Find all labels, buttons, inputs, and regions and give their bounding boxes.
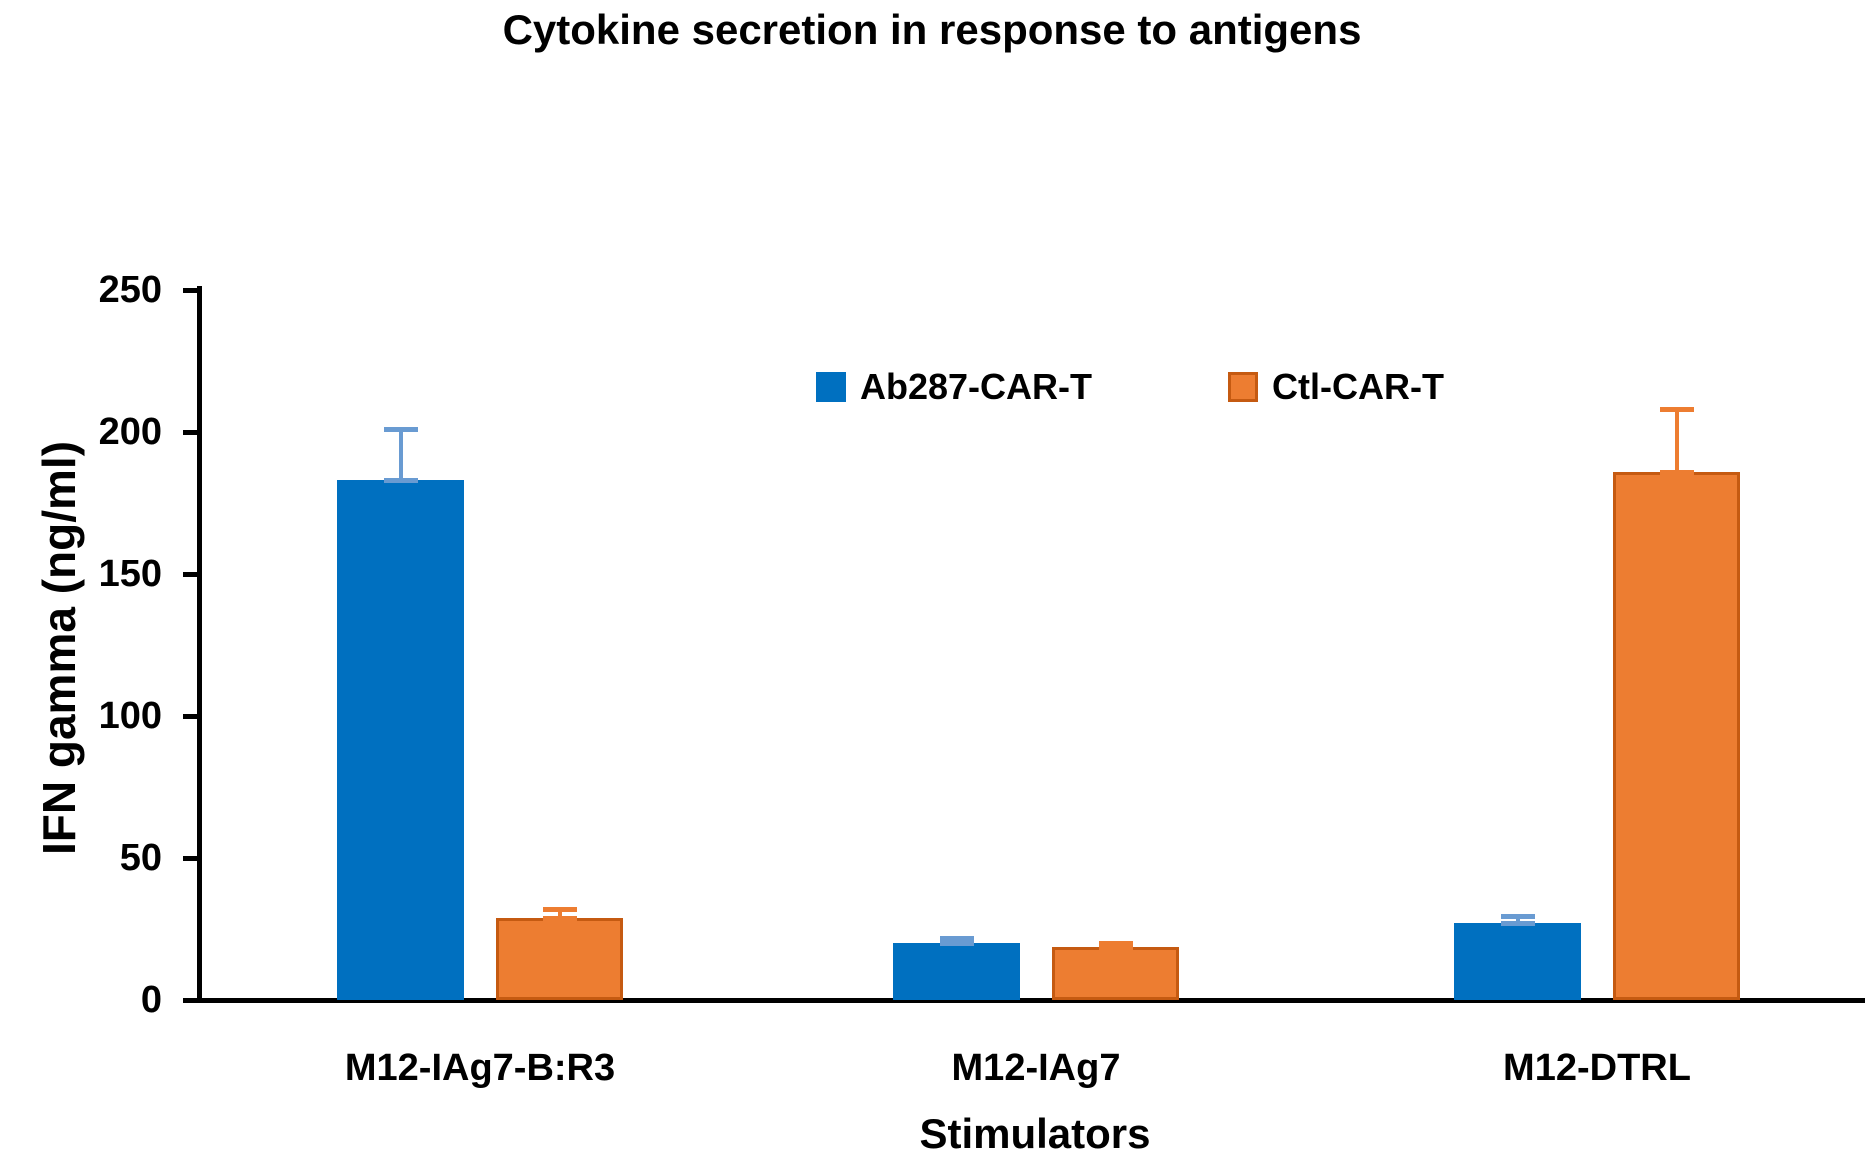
y-tick-100 <box>183 714 200 719</box>
error-bar-ctl-car-t-m12-iag7-b-r3-line <box>557 909 562 918</box>
y-tick-label-200: 200 <box>98 411 162 453</box>
error-bar-ctl-car-t-m12-iag7-cap-bottom <box>1098 945 1133 951</box>
y-tick-label-250: 250 <box>98 269 162 311</box>
y-tick-250 <box>183 288 200 293</box>
error-bar-ctl-car-t-m12-dtrl-cap-bottom <box>1659 469 1694 475</box>
bar-ab287-car-t-m12-iag7-b-r3 <box>337 480 464 1000</box>
y-tick-label-150: 150 <box>98 553 162 595</box>
error-bar-ab287-car-t-m12-iag7-b-r3-cap-bottom <box>383 478 418 484</box>
chart-title: Cytokine secretion in response to antige… <box>502 6 1362 53</box>
error-bar-ab287-car-t-m12-iag7-cap-bottom <box>939 941 974 947</box>
bar-ctl-car-t-m12-dtrl <box>1613 471 1740 1000</box>
y-tick-label-50: 50 <box>119 837 162 879</box>
x-axis-title: Stimulators <box>919 1110 1151 1157</box>
category-label-m12-iag7: M12-IAg7 <box>951 1047 1121 1089</box>
y-axis-line <box>197 286 202 1003</box>
error-bar-ab287-car-t-m12-iag7-b-r3-cap-top <box>383 427 418 433</box>
error-bar-ab287-car-t-m12-dtrl-line <box>1515 916 1520 924</box>
category-label-m12-dtrl: M12-DTRL <box>1503 1047 1691 1089</box>
legend-item-ab287-car-t: Ab287-CAR-T <box>816 366 1092 408</box>
error-bar-ctl-car-t-m12-iag7-b-r3-cap-top <box>542 907 577 913</box>
error-bar-ctl-car-t-m12-dtrl-line <box>1674 409 1679 472</box>
error-bar-ab287-car-t-m12-dtrl-cap-bottom <box>1500 921 1535 927</box>
legend-item-ctl-car-t: Ctl-CAR-T <box>1228 366 1444 408</box>
y-tick-label-0: 0 <box>140 979 162 1021</box>
legend-swatch-ab287-car-t <box>816 372 846 402</box>
category-label-m12-iag7-b-r3: M12-IAg7-B:R3 <box>344 1047 616 1089</box>
error-bar-ctl-car-t-m12-dtrl-cap-top <box>1659 407 1694 413</box>
legend-label-ab287-car-t: Ab287-CAR-T <box>860 366 1093 407</box>
error-bar-ab287-car-t-m12-iag7-cap-top <box>939 935 974 941</box>
legend-label-ctl-car-t: Ctl-CAR-T <box>1272 366 1444 407</box>
bar-ctl-car-t-m12-iag7-b-r3 <box>496 917 623 1000</box>
error-bar-ab287-car-t-m12-dtrl-cap-top <box>1500 914 1535 920</box>
y-tick-50 <box>183 856 200 861</box>
legend-swatch-ctl-car-t <box>1228 372 1258 402</box>
bar-ab287-car-t-m12-dtrl <box>1454 923 1581 1000</box>
y-tick-200 <box>183 430 200 435</box>
bar-ctl-car-t-m12-iag7 <box>1052 947 1179 1000</box>
x-axis-line <box>183 998 1865 1003</box>
bar-ab287-car-t-m12-iag7 <box>893 943 1020 1000</box>
error-bar-ab287-car-t-m12-iag7-b-r3-line <box>398 429 403 481</box>
y-tick-label-100: 100 <box>98 695 162 737</box>
error-bar-ctl-car-t-m12-iag7-cap-top <box>1098 941 1133 947</box>
y-tick-150 <box>183 572 200 577</box>
error-bar-ctl-car-t-m12-iag7-b-r3-cap-bottom <box>542 915 577 921</box>
